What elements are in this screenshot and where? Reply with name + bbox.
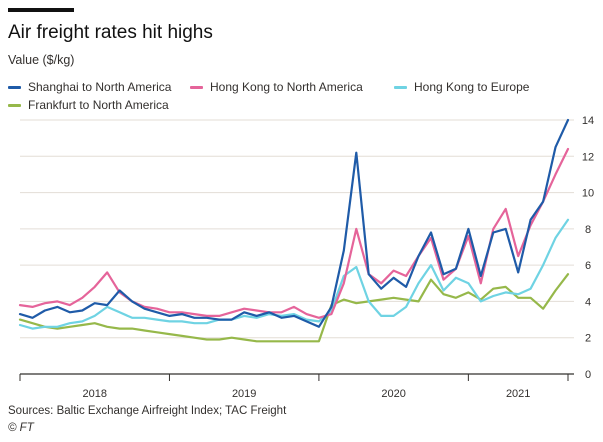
y-tick-label-8: 8 <box>585 224 591 236</box>
legend-item-shanghai-north-america: Shanghai to North America <box>8 80 171 94</box>
y-tick-label-10: 10 <box>582 188 594 200</box>
y-tick-label-4: 4 <box>585 296 591 308</box>
chart-title: Air freight rates hit highs <box>8 22 213 43</box>
y-tick-label-2: 2 <box>585 333 591 345</box>
legend-label: Hong Kong to North America <box>210 80 363 94</box>
x-tick-label-2018: 2018 <box>82 388 106 400</box>
y-axis-tick-labels: 0 2 4 6 8 10 12 14 <box>582 115 594 381</box>
x-axis: 2018 2019 2020 2021 <box>19 373 574 400</box>
legend-item-frankfurt-north-america: Frankfurt to North America <box>8 98 169 112</box>
y-tick-label-12: 12 <box>582 151 594 163</box>
y-tick-label-6: 6 <box>585 260 591 272</box>
y-tick-label-0: 0 <box>585 369 591 381</box>
x-tick-label-2020: 2020 <box>381 388 405 400</box>
legend-label: Shanghai to North America <box>28 80 172 94</box>
series-line-hong-kong-to-north-america <box>18 147 570 319</box>
legend-swatch-shanghai <box>8 85 21 89</box>
legend: Shanghai to North America Hong Kong to N… <box>8 80 598 116</box>
y-tick-label-14: 14 <box>582 115 594 127</box>
legend-item-hong-kong-north-america: Hong Kong to North America <box>190 80 363 94</box>
series-line-shanghai-to-north-america <box>18 118 570 328</box>
legend-label: Frankfurt to North America <box>28 98 169 112</box>
legend-item-hong-kong-europe: Hong Kong to Europe <box>394 80 529 94</box>
x-tick-label-2021: 2021 <box>506 388 530 400</box>
series-line-hong-kong-to-europe <box>18 218 570 330</box>
ft-credit: © FT <box>8 422 34 434</box>
x-tick-label-2019: 2019 <box>232 388 256 400</box>
legend-swatch-frankfurt <box>8 103 21 107</box>
y-axis-unit-label: Value ($/kg) <box>8 53 75 67</box>
legend-swatch-hk-eu <box>394 85 407 89</box>
series-lines <box>18 118 570 343</box>
top-rule <box>8 8 74 12</box>
sources-note: Sources: Baltic Exchange Airfreight Inde… <box>8 405 287 417</box>
legend-label: Hong Kong to Europe <box>414 80 530 94</box>
legend-swatch-hk-na <box>190 85 203 89</box>
